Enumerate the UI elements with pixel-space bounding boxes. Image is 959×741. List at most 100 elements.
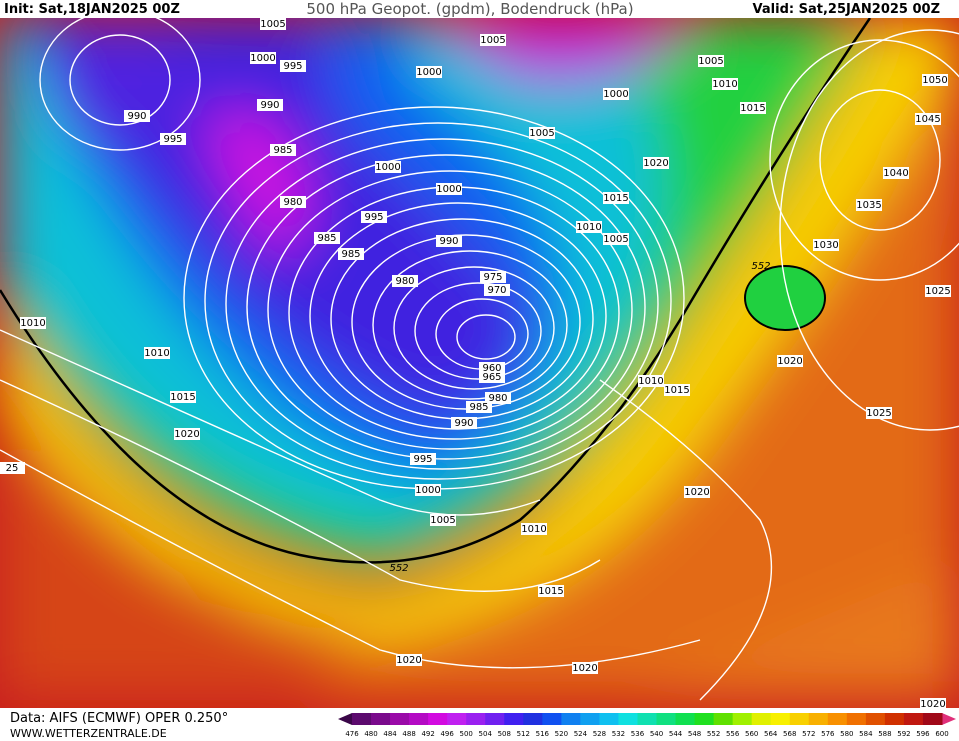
isobar-label: 960: [482, 363, 501, 374]
label-bg: [576, 221, 602, 233]
label-bg: [922, 74, 948, 86]
label-bg: [174, 428, 200, 440]
colorbar-tick-label: 592: [897, 730, 910, 738]
footer-data: Data: AIFS (ECMWF) OPER 0.250°: [10, 711, 228, 726]
label-bg: [915, 113, 941, 125]
colorbar-swatch: [542, 713, 562, 725]
isobar-label: 1005: [430, 515, 455, 526]
colorbar-tick-label: 536: [631, 730, 645, 738]
colorbar-swatch: [466, 713, 486, 725]
colorbar-tick-label: 540: [650, 730, 663, 738]
label-bg: [479, 371, 505, 383]
colorbar-swatch: [827, 713, 848, 725]
colorbar-swatch: [751, 713, 772, 725]
label-bg: [124, 110, 150, 122]
colorbar-tick-label: 476: [345, 730, 359, 738]
isobar-label: 1010: [712, 79, 737, 90]
colorbar-tick-label: 552: [707, 730, 720, 738]
isobar-label: 1005: [603, 234, 628, 245]
label-bg: [170, 391, 196, 403]
label-bg: [572, 662, 598, 674]
isobar: [69, 34, 171, 126]
colorbar-swatch: [732, 713, 753, 725]
isobar-label: 975: [483, 272, 502, 283]
isobar-label: 1000: [603, 89, 628, 100]
isobar-label: 980: [283, 197, 302, 208]
isobar: [0, 379, 601, 592]
label-bg: [920, 698, 946, 710]
label-bg: [410, 453, 436, 465]
label-bg: [603, 192, 629, 204]
isobar-label: 1005: [698, 56, 723, 67]
isobar: [39, 18, 201, 151]
label-bg: [361, 211, 387, 223]
isobar-label: 1000: [415, 485, 440, 496]
isobar-label: 1020: [396, 655, 421, 666]
label-bg: [740, 102, 766, 114]
isobar-label: 990: [260, 100, 279, 111]
colorbar-swatch: [447, 713, 467, 725]
colorbar-tick-label: 564: [764, 730, 778, 738]
isobar-label: 985: [341, 249, 360, 260]
label-bg: [466, 401, 492, 413]
isobar: [769, 39, 959, 281]
isobar-label: 1005: [529, 128, 554, 139]
colorbar-swatch: [656, 713, 677, 725]
colorbar-swatch: [561, 713, 581, 725]
label-bg: [270, 144, 296, 156]
isobar: [599, 379, 773, 701]
isobar-label: 1050: [922, 75, 947, 86]
colorbar-tick-label: 580: [840, 730, 853, 738]
label-bg: [451, 417, 477, 429]
colorbar-tick-label: 568: [783, 730, 796, 738]
colorbar-swatch: [637, 713, 658, 725]
label-bg: [813, 239, 839, 251]
label-bg: [925, 285, 951, 297]
label-bg: [684, 486, 710, 498]
colorbar-tick-label: 492: [421, 730, 434, 738]
init-text: Init: Sat,18JAN2025 00Z: [4, 2, 180, 17]
label-bg: [603, 88, 629, 100]
colorbar-swatch: [694, 713, 715, 725]
isobar-label: 985: [469, 402, 488, 413]
colorbar-tick-label: 528: [593, 730, 606, 738]
isobar-label: 1010: [144, 348, 169, 359]
label-bg: [484, 284, 510, 296]
isobar-label: 990: [454, 418, 473, 429]
colorbar: 476 480 484 488 492 496 500 504 508 512 516 520 524 5…: [338, 713, 956, 738]
colorbar-tick-label: 520: [555, 730, 568, 738]
isobar-label: 1010: [576, 222, 601, 233]
label-bg: [698, 55, 724, 67]
label-bg: [250, 52, 276, 64]
isobar-label: 1020: [920, 699, 945, 710]
colorbar-swatch: [352, 713, 372, 725]
isobar: [225, 138, 659, 470]
colorbar-tick-label: 556: [726, 730, 740, 738]
label-bg: [777, 355, 803, 367]
isobar: [0, 329, 541, 516]
label-bg: [521, 523, 547, 535]
552-contour: [0, 18, 872, 564]
field: [0, 18, 959, 708]
isobar: [819, 89, 941, 231]
label-bg: [416, 66, 442, 78]
isobar: [779, 29, 959, 431]
colorbar-swatch: [409, 713, 429, 725]
colorbar-swatch: [675, 713, 696, 725]
isobar: [267, 170, 633, 450]
label-bg: [430, 514, 456, 526]
isobar-label: 990: [127, 111, 146, 122]
colorbar-swatch: [428, 713, 448, 725]
title: 500 hPa Geopot. (gpdm), Bodendruck (hPa): [306, 0, 633, 18]
isobar-label: 965: [482, 372, 501, 383]
colorbar-tick-label: 572: [802, 730, 815, 738]
isobar-label: 1010: [20, 318, 45, 329]
label-bg: [20, 317, 46, 329]
isobar-label: 995: [283, 61, 302, 72]
colorbar-swatch: [523, 713, 543, 725]
552-contour: [744, 265, 826, 331]
colorbar-swatch: [580, 713, 600, 725]
isobar: [456, 314, 516, 360]
isobar-label: 1000: [416, 67, 441, 78]
